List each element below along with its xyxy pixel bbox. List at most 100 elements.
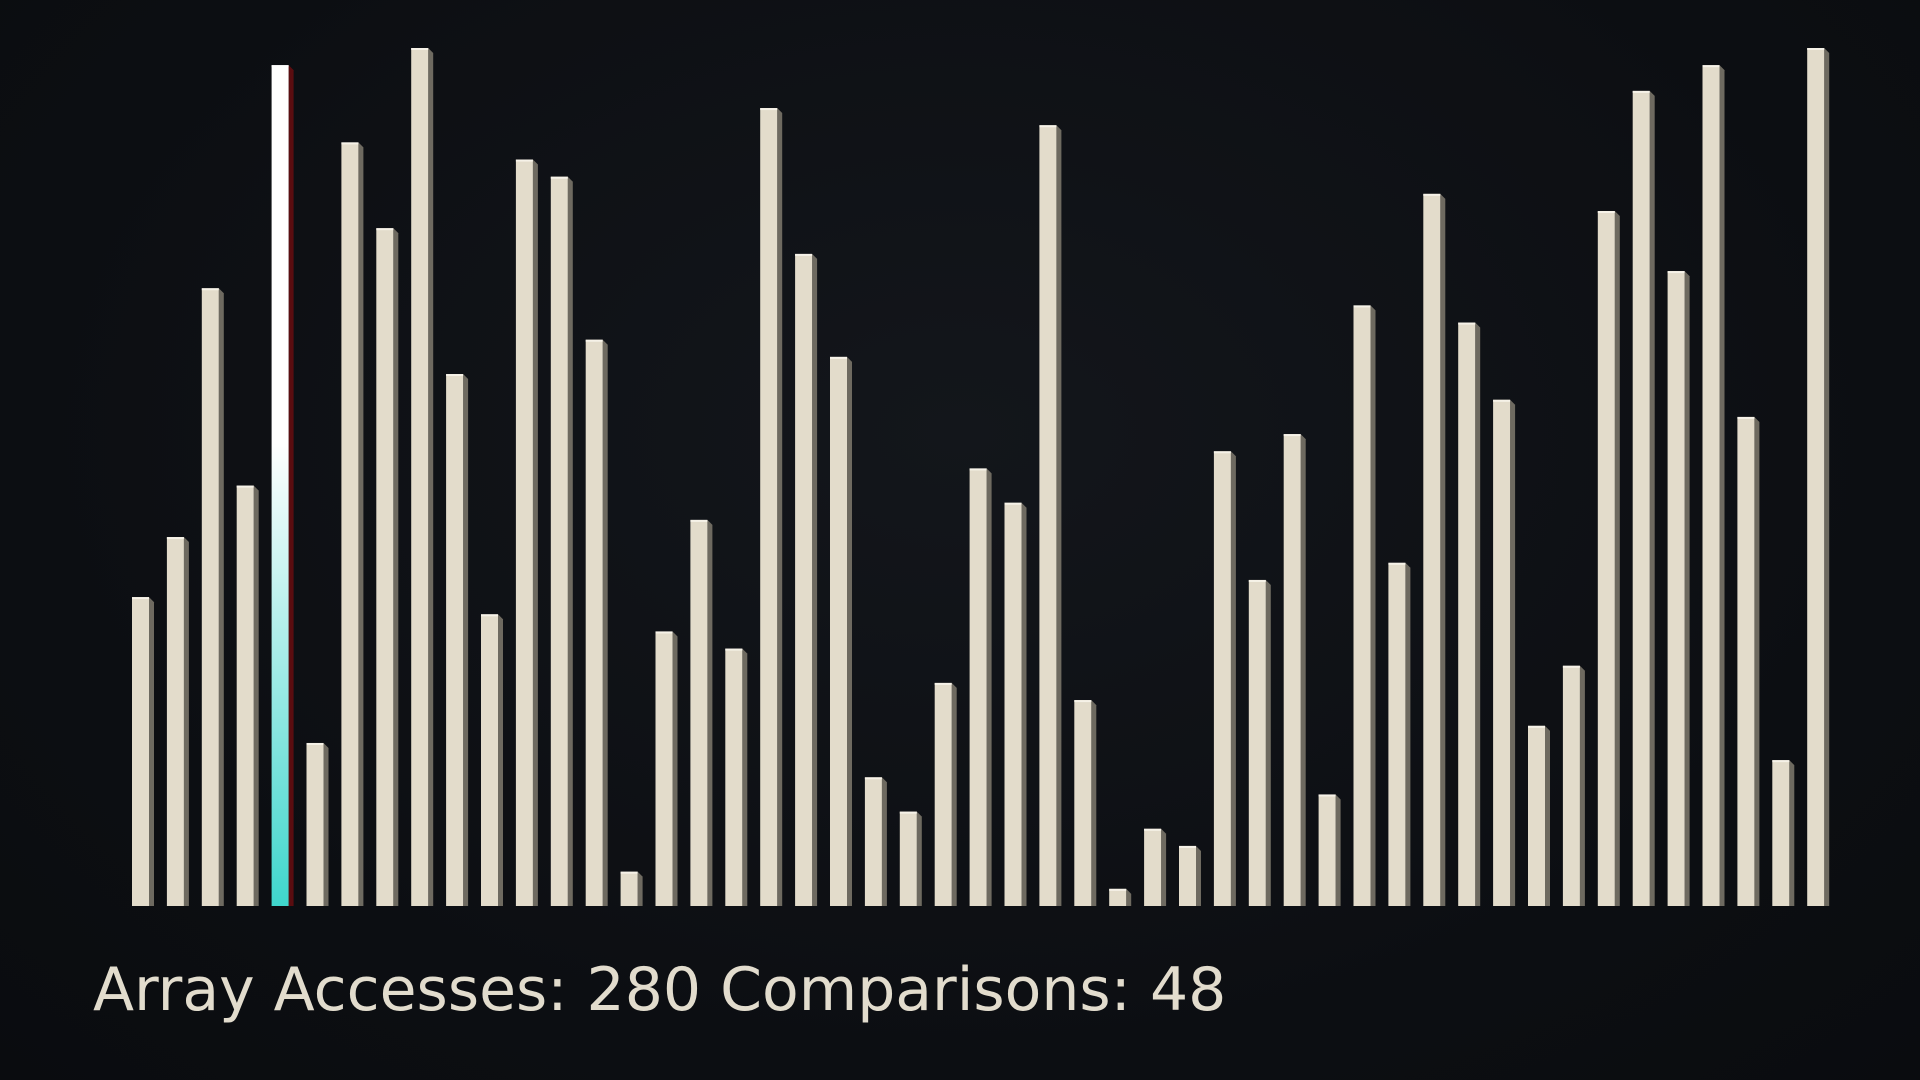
bar-front: [585, 339, 603, 907]
bar-front: [515, 159, 533, 907]
bar-top: [1458, 322, 1476, 325]
bar: [899, 811, 922, 906]
bar-top: [620, 871, 638, 874]
bar-front: [1458, 322, 1476, 906]
bar: [1318, 794, 1341, 906]
bar-front: [1772, 760, 1790, 906]
bar-front: [620, 871, 638, 906]
bar-front: [1004, 502, 1022, 906]
bar-top: [1074, 700, 1092, 703]
bar-front: [1074, 700, 1092, 906]
bar-front: [1039, 125, 1057, 907]
bar-top: [1667, 271, 1685, 274]
bar-side: [1475, 322, 1481, 906]
bar-side: [1719, 65, 1725, 906]
bar-top: [271, 65, 289, 68]
bar-front: [132, 597, 149, 906]
bar-side: [288, 65, 294, 906]
array-accesses-value: 280: [586, 955, 702, 1025]
bar-front: [1807, 48, 1825, 906]
bar: [201, 288, 224, 906]
bar: [1213, 451, 1236, 906]
bar-top: [166, 537, 184, 540]
bar-top: [760, 108, 778, 111]
bar-top: [655, 631, 673, 634]
bar: [830, 356, 852, 906]
bar-side: [1021, 502, 1027, 906]
bar-front: [550, 176, 568, 906]
bar-top: [411, 48, 429, 50]
bar-front: [1632, 90, 1650, 906]
bar: [1004, 502, 1027, 906]
bar: [585, 339, 608, 907]
bar-front: [1737, 416, 1755, 906]
comparisons-label: Comparisons:: [720, 955, 1131, 1025]
bar-top: [585, 339, 603, 342]
bar-top: [1144, 828, 1162, 831]
bar-side: [218, 288, 224, 906]
bar-top: [690, 519, 708, 522]
bar-front: [1667, 271, 1685, 907]
bar: [132, 597, 154, 906]
bar: [166, 537, 189, 906]
bar-front: [1213, 451, 1231, 906]
bar-front: [446, 374, 464, 906]
bar-side: [149, 597, 154, 906]
bar-front: [1562, 665, 1580, 906]
bar-front: [899, 811, 917, 906]
bar-top: [341, 142, 359, 145]
bar-side: [637, 871, 643, 906]
bar: [1772, 760, 1795, 906]
bar-top: [1772, 760, 1790, 763]
bar-side: [1370, 305, 1376, 906]
bar: [376, 228, 399, 906]
bar-top: [1109, 888, 1127, 891]
bar: [550, 176, 573, 906]
bar-side: [1126, 888, 1132, 906]
bar-front: [306, 742, 324, 906]
bar-side: [253, 485, 259, 906]
bar-side: [951, 682, 957, 906]
bar-top: [1283, 434, 1301, 437]
bar-front: [1109, 888, 1127, 906]
bar-top: [1353, 305, 1371, 308]
stats-readout: Array Accesses: 280 Comparisons: 48: [93, 950, 1226, 1030]
bar-front: [236, 485, 254, 906]
bar-top: [1493, 399, 1511, 402]
bar-front: [655, 631, 673, 906]
bar-side: [672, 631, 678, 906]
bar-top: [1179, 845, 1196, 848]
bar-top: [236, 485, 254, 488]
bar: [1493, 399, 1516, 906]
bar-front: [1179, 845, 1196, 906]
bar-front: [969, 468, 987, 906]
bar-front: [166, 537, 184, 906]
bar-side: [358, 142, 364, 906]
bar: [1109, 888, 1132, 906]
bar-front: [1528, 725, 1545, 906]
bar: [341, 142, 364, 906]
bar-side: [1579, 665, 1585, 906]
bar: [1667, 271, 1690, 907]
bar: [864, 777, 887, 906]
bar-side: [881, 777, 887, 906]
bar: [1528, 725, 1550, 906]
bar-front: [795, 253, 813, 907]
bar-top: [969, 468, 987, 471]
bar-top: [1562, 665, 1580, 668]
bar-side: [1230, 451, 1236, 906]
bar: [1632, 90, 1655, 906]
bar: [620, 871, 643, 906]
bar-front: [341, 142, 359, 906]
bar-top: [1004, 502, 1022, 505]
bar-top: [1213, 451, 1231, 454]
bar-front: [376, 228, 394, 906]
bar-top: [201, 288, 219, 291]
bar-top: [481, 614, 498, 617]
bar-side: [1510, 399, 1516, 906]
bar-side: [1545, 725, 1550, 906]
bar: [1737, 416, 1760, 906]
bar-side: [986, 468, 992, 906]
